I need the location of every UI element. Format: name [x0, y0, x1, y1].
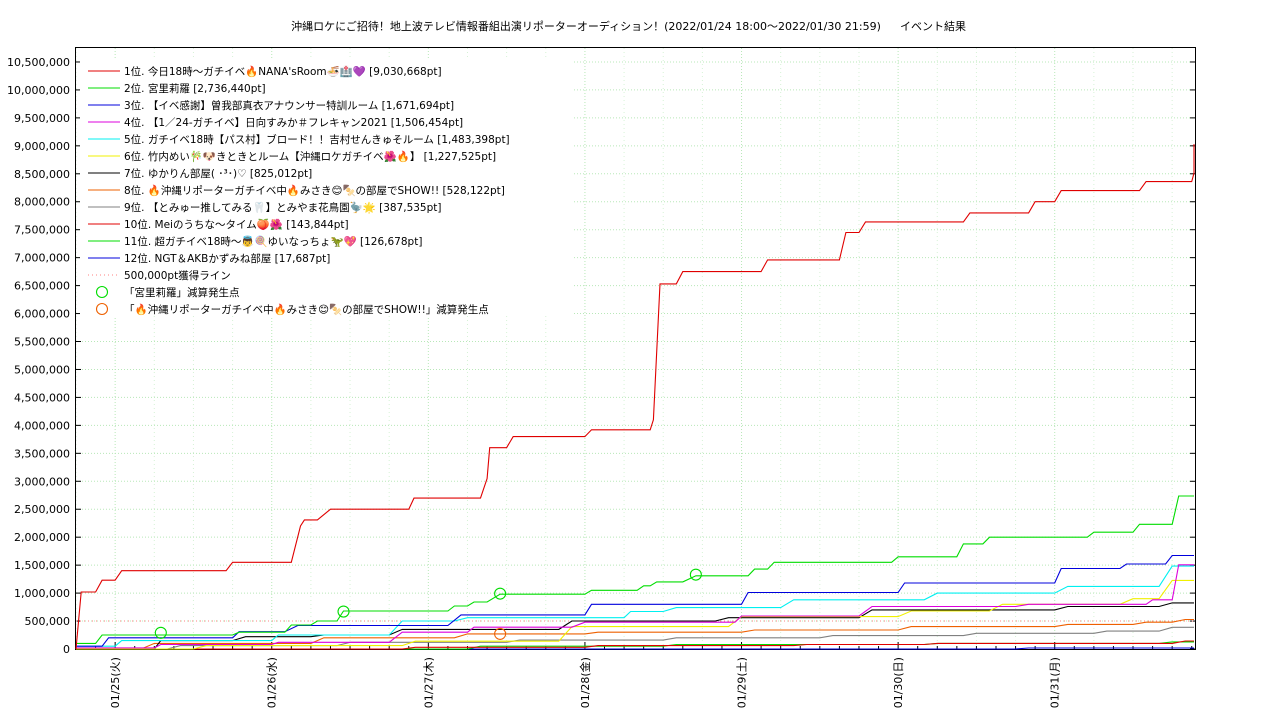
legend-marker-swatch — [95, 285, 109, 299]
legend-entry: 11位. 超ガチイベ18時〜👼🍭ゆいなっちょ🦖💖 [126,678pt] — [124, 234, 422, 248]
y-tick-label: 7,000,000 — [14, 252, 70, 265]
y-tick-label: 6,500,000 — [14, 280, 70, 293]
series-line-12 — [76, 647, 1194, 650]
series-line-6 — [76, 579, 1194, 650]
y-tick-label: 9,500,000 — [14, 112, 70, 125]
x-tick-label: 01/30(日) — [892, 657, 905, 708]
x-tick-label: 01/26(水) — [266, 657, 279, 708]
x-axis: 01/25(火) 01/26(水) 01/27(木) 01/28(金) 01/29(土)… — [75, 642, 1193, 708]
series-lines — [75, 144, 1195, 650]
y-tick-label: 2,500,000 — [14, 503, 70, 516]
x-tick-label: 01/28(金) — [578, 657, 592, 708]
y-tick-label: 4,500,000 — [14, 391, 70, 404]
y-tick-label: 1,000,000 — [14, 587, 70, 600]
y-tick-label: 7,500,000 — [14, 224, 70, 237]
legend-entry: 12位. NGT＆AKBかずみね部屋 [17,687pt] — [124, 252, 330, 265]
legend-entry: 7位. ゆかりん部屋( ･³･)♡ [825,012pt] — [124, 167, 312, 180]
legend-entry: 6位. 竹内めい🎋🐶きときとルーム【沖縄ロケガチイベ🌺🔥】 [1,227,525… — [124, 150, 496, 163]
chart-subtitle: イベント結果 — [900, 19, 966, 33]
legend-entry-marker: 「🔥沖縄リポーターガチイベ中🔥みさき😊🍢の部屋でSHOW!!」減算発生点 — [124, 303, 489, 316]
y-tick-label: 3,000,000 — [14, 475, 70, 488]
legend-marker-swatch — [95, 302, 109, 316]
y-tick-label: 6,000,000 — [14, 308, 70, 321]
series-line-3 — [76, 554, 1194, 647]
legend-entry: 1位. 今日18時〜ガチイベ🔥NANA'sRoom🍜🏥💜 [9,030,668p… — [124, 65, 442, 78]
legend-entry: 2位. 宮里莉羅 [2,736,440pt] — [124, 82, 266, 95]
y-tick-label: 5,500,000 — [14, 336, 70, 349]
series-line-10 — [76, 640, 1194, 650]
y-tick-label: 5,000,000 — [14, 363, 70, 376]
legend-entry: 10位. Meiのうちな〜タイム🍑🌺 [143,844pt] — [124, 218, 349, 231]
x-tick-label: 01/29(土) — [736, 657, 749, 708]
y-tick-label: 0 — [63, 643, 70, 656]
legend-background — [80, 58, 572, 316]
x-tick-label: 01/25(火) — [109, 657, 122, 708]
y-axis: 0 500,000 1,000,000 1,500,000 2,000,000 2,500… — [7, 56, 1195, 656]
x-tick-label: 01/27(木) — [422, 657, 435, 708]
y-tick-label: 10,500,000 — [7, 56, 70, 69]
legend-entry: 9位. 【とみゅー推してみる🦷】とみやま花鳥園🦤🌟 [387,535pt] — [124, 201, 442, 214]
marker-point-0-2 — [494, 587, 507, 600]
y-tick-label: 500,000 — [25, 615, 71, 628]
legend-entry: 8位. 🔥沖縄リポーターガチイベ中🔥みさき😊🍢の部屋でSHOW!! [528,1… — [124, 184, 505, 197]
series-line-1 — [75, 144, 1195, 650]
y-tick-label: 2,000,000 — [14, 531, 70, 544]
legend-entry: 4位. 【1／24-ガチイベ】日向すみか＃フレキャン2021 [1,506,45… — [124, 116, 463, 129]
x-tick-label: 01/31(月) — [1049, 657, 1062, 708]
legend-entry: 5位. ガチイベ18時【パス村】ブロード！！吉村せんきゅそルーム [1,483,… — [124, 133, 510, 146]
y-tick-label: 1,500,000 — [14, 559, 70, 572]
legend: 1位. 今日18時〜ガチイベ🔥NANA'sRoom🍜🏥💜 [9,030,668p… — [80, 58, 572, 316]
y-tick-label: 9,000,000 — [14, 140, 70, 153]
y-tick-label: 8,500,000 — [14, 168, 70, 181]
y-tick-label: 3,500,000 — [14, 447, 70, 460]
legend-entry: 3位. 【イベ感謝】曽我部真衣アナウンサー特訓ルーム [1,671,694pt] — [124, 99, 454, 112]
y-tick-label: 4,000,000 — [14, 419, 70, 432]
markers — [154, 568, 702, 640]
series-line-7 — [76, 602, 1194, 650]
legend-entry-threshold: 500,000pt獲得ライン — [124, 269, 231, 282]
legend-entry-marker: 「宮里莉羅」減算発生点 — [124, 286, 240, 299]
y-tick-label: 10,000,000 — [7, 84, 70, 97]
y-tick-label: 8,000,000 — [14, 196, 70, 209]
marker-point-1-0 — [494, 627, 507, 640]
series-line-4 — [76, 564, 1194, 649]
chart-title: 沖縄ロケにご招待！地上波テレビ情報番組出演リポーターオーディション！(2022/… — [291, 19, 881, 33]
series-line-2 — [76, 495, 1194, 644]
marker-point-0-3 — [689, 568, 702, 581]
marker-point-0-0 — [154, 626, 167, 639]
series-line-5 — [76, 565, 1194, 647]
marker-point-0-1 — [337, 605, 350, 618]
